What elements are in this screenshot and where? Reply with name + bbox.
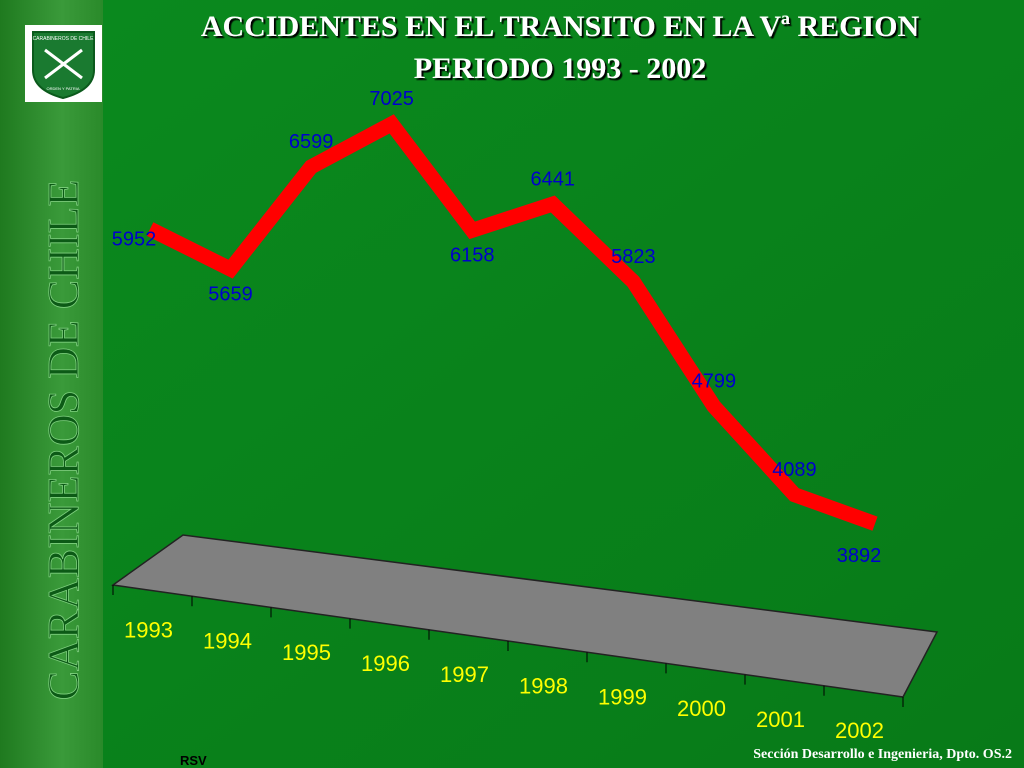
x-tick-label: 1997: [440, 662, 489, 687]
x-tick-label: 2000: [677, 696, 726, 721]
x-tick-label: 1995: [282, 640, 331, 665]
logo: CARABINEROS DE CHILE ORDEN Y PATRIA: [25, 25, 102, 102]
logo-bottom-text: ORDEN Y PATRIA: [46, 86, 79, 91]
data-label: 4089: [772, 459, 817, 481]
side-text: CARABINEROS DE CHILE: [39, 180, 88, 701]
x-tick-label: 1993: [124, 617, 173, 642]
data-label: 6599: [289, 131, 334, 153]
data-label: 4799: [692, 371, 737, 393]
x-tick-label: 1996: [361, 651, 410, 676]
data-label: 3892: [837, 545, 882, 567]
x-tick-label: 1994: [203, 629, 252, 654]
side-strip: [0, 0, 103, 768]
x-tick-label: 1998: [519, 673, 568, 698]
chart-title: PERIODO 1993 - 2002: [414, 52, 707, 85]
data-label: 6441: [531, 168, 576, 190]
logo-top-text: CARABINEROS DE CHILE: [33, 36, 95, 42]
footer: Sección Desarrollo e Ingenieria, Dpto. O…: [753, 747, 1012, 762]
data-label: 5952: [112, 228, 157, 250]
author: RSV: [180, 753, 207, 768]
chart-title: ACCIDENTES EN EL TRANSITO EN LA Vª REGIO…: [201, 10, 920, 43]
data-label: 5659: [208, 283, 253, 305]
x-tick-label: 2001: [756, 707, 805, 732]
data-label: 7025: [369, 88, 414, 110]
x-tick-label: 2002: [835, 718, 884, 743]
floor: [111, 534, 939, 698]
x-tick-label: 1999: [598, 685, 647, 710]
data-label: 6158: [450, 245, 495, 267]
logo-rifles: [44, 48, 83, 80]
data-label: 5823: [611, 246, 656, 268]
line-series: [146, 114, 878, 531]
